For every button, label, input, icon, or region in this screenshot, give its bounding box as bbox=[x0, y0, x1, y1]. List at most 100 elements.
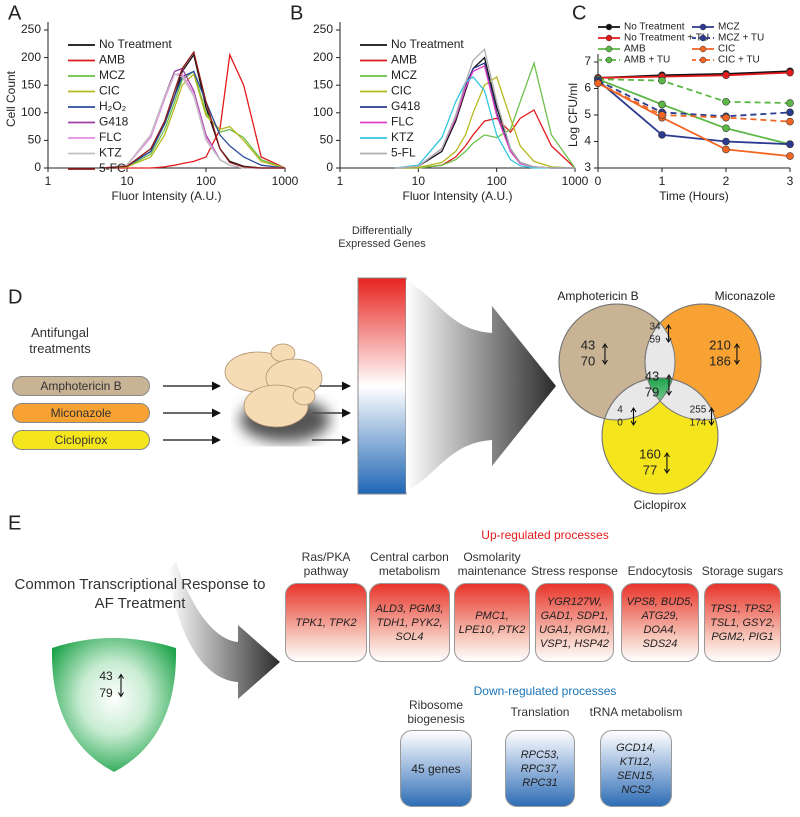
legend-marker bbox=[699, 34, 707, 42]
data-point bbox=[786, 117, 794, 126]
up-down-arrow bbox=[630, 406, 637, 427]
legend-label: MCZ bbox=[718, 22, 740, 33]
series-line bbox=[103, 70, 286, 169]
process-name: Central carbon metabolism bbox=[370, 550, 449, 578]
data-point bbox=[722, 113, 730, 122]
data-point bbox=[722, 97, 730, 106]
x-tick-label: 1 bbox=[337, 174, 344, 188]
legend-label: CIC bbox=[99, 84, 120, 98]
gene-box: PMC1, LPE10, PTK2 bbox=[454, 583, 530, 662]
process-name: Stress response bbox=[531, 564, 618, 578]
legend-label: KTZ bbox=[391, 130, 414, 144]
venn-down-count: 186 bbox=[709, 353, 731, 368]
y-tick-label: 0 bbox=[326, 160, 333, 174]
panel-label: D bbox=[8, 286, 22, 308]
series-line bbox=[103, 73, 285, 169]
y-tick-label: 100 bbox=[21, 105, 41, 119]
common-label: Common Transcriptional Response to AF Tr… bbox=[14, 576, 266, 612]
process-name: Osmolarity maintenance bbox=[457, 550, 527, 578]
legend-label: MCZ bbox=[99, 68, 125, 82]
venn-up-count: 4 bbox=[617, 405, 623, 416]
process-name: Ribosome biogenesis bbox=[407, 698, 465, 726]
up-down-arrow bbox=[118, 673, 124, 698]
series-line bbox=[103, 67, 285, 169]
y-tick-label: 50 bbox=[320, 133, 334, 147]
legend-label: No Treatment bbox=[624, 22, 685, 33]
gene-box: YGR127W, GAD1, SDP1, UGA1, RGM1, VSP1, H… bbox=[535, 583, 614, 662]
up-down-arrow bbox=[601, 342, 608, 366]
legend-label: CIC bbox=[718, 44, 735, 55]
y-tick-label: 7 bbox=[584, 54, 591, 68]
venn-up-count: 160 bbox=[639, 446, 661, 461]
legend-label: MCZ + TU bbox=[718, 33, 764, 44]
series-line bbox=[394, 60, 576, 169]
venn-down-count: 0 bbox=[617, 418, 623, 429]
venn-down-count: 79 bbox=[645, 384, 659, 399]
venn-up-count: 43 bbox=[645, 368, 659, 383]
y-tick-label: 250 bbox=[313, 22, 333, 36]
gene-box: 45 genes bbox=[400, 730, 472, 807]
y-tick-label: 6 bbox=[584, 81, 591, 95]
legend-marker bbox=[699, 56, 707, 64]
y-tick-label: 250 bbox=[21, 22, 41, 36]
down-title: Down-regulated processes bbox=[474, 684, 617, 698]
legend-label: No Treatment + TU bbox=[624, 33, 709, 44]
response-arrow bbox=[168, 562, 280, 699]
treatments-label: Antifungal treatments bbox=[29, 325, 91, 356]
common-shield bbox=[51, 638, 177, 772]
series-line bbox=[103, 52, 286, 169]
data-point bbox=[658, 111, 666, 119]
gene-box: TPK1, TPK2 bbox=[285, 583, 367, 662]
up-down-arrow bbox=[733, 342, 740, 366]
legend-label: G418 bbox=[391, 99, 421, 113]
data-point bbox=[786, 108, 794, 117]
series-line bbox=[597, 78, 791, 104]
series-line bbox=[597, 71, 791, 79]
series-line bbox=[103, 50, 285, 169]
panel-label: C bbox=[572, 2, 586, 24]
legend-label: MCZ bbox=[391, 68, 417, 82]
series-line bbox=[394, 62, 575, 169]
treatment-arrows bbox=[163, 381, 351, 445]
expression-gradient bbox=[357, 277, 407, 495]
data-point bbox=[722, 137, 730, 146]
series-line bbox=[597, 82, 791, 157]
gene-box: TPS1, TPS2, TSL1, GSY2, PGM2, PIG1 bbox=[704, 583, 781, 662]
legend-label: FLC bbox=[99, 130, 122, 144]
y-axis-title: Log CFU/ml bbox=[566, 83, 580, 147]
x-tick-label: 1000 bbox=[562, 174, 589, 188]
legend-label: FLC bbox=[391, 115, 414, 129]
y-tick-label: 3 bbox=[584, 160, 591, 174]
legend-label: AMB bbox=[624, 44, 646, 55]
process-name: tRNA metabolism bbox=[589, 705, 683, 719]
series-line bbox=[597, 82, 791, 123]
up-down-arrow bbox=[665, 323, 672, 344]
gene-box: RPC53, RPC37, RPC31 bbox=[505, 730, 575, 807]
panel-label: E bbox=[8, 512, 21, 534]
flow-arrow bbox=[406, 280, 556, 492]
data-point bbox=[786, 99, 794, 107]
series-line bbox=[103, 70, 286, 169]
data-point bbox=[722, 145, 730, 154]
venn-diagram bbox=[558, 303, 762, 495]
venn-down-count: 59 bbox=[649, 335, 661, 346]
venn-set-label: Amphotericin B bbox=[557, 289, 638, 303]
venn-up-count: 34 bbox=[649, 322, 661, 333]
data-point bbox=[658, 76, 666, 85]
legend-label: 5-FL bbox=[391, 146, 416, 160]
venn-up-count: 210 bbox=[709, 337, 731, 352]
series-line bbox=[394, 56, 575, 169]
data-point bbox=[722, 124, 730, 133]
series-line bbox=[597, 79, 791, 118]
venn-down-count: 77 bbox=[643, 462, 657, 477]
up-title: Up-regulated processes bbox=[481, 528, 608, 542]
x-tick-label: 1 bbox=[659, 174, 666, 188]
legend-label: CIC bbox=[391, 84, 412, 98]
up-down-arrow bbox=[665, 373, 672, 397]
legend-label: G418 bbox=[99, 115, 129, 129]
legend-label: CIC + TU bbox=[718, 55, 760, 66]
x-axis-title: Fluor Intensity (A.U.) bbox=[402, 189, 512, 203]
legend-marker bbox=[605, 56, 613, 64]
